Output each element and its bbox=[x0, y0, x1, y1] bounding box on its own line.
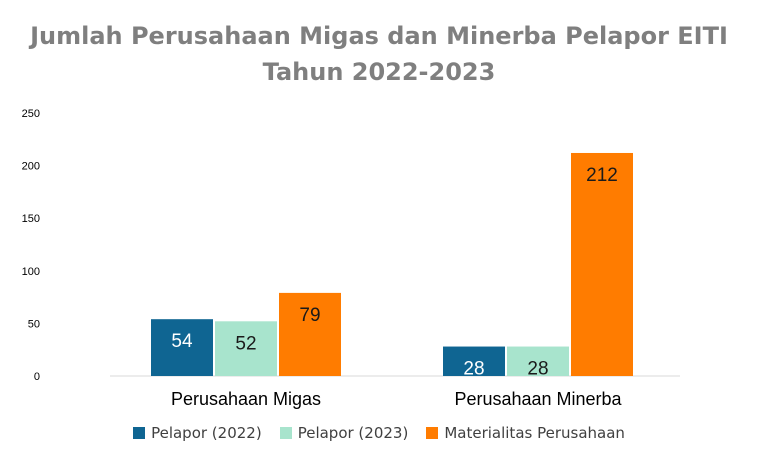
data-label: 54 bbox=[171, 331, 193, 352]
chart-title-line-2: Tahun 2022-2023 bbox=[262, 58, 496, 86]
legend-item-materialitas: Materialitas Perusahaan bbox=[426, 424, 625, 442]
bar bbox=[443, 346, 505, 376]
bar bbox=[151, 319, 213, 376]
data-label: 52 bbox=[235, 333, 256, 354]
legend-item-pelapor-2023: Pelapor (2023) bbox=[279, 424, 409, 442]
y-tick-label: 200 bbox=[22, 161, 40, 173]
chart-title: Jumlah Perusahaan Migas dan Minerba Pela… bbox=[0, 18, 758, 90]
legend-swatch-materialitas bbox=[426, 427, 439, 439]
legend-label-pelapor-2023: Pelapor (2023) bbox=[297, 424, 409, 442]
y-tick-label: 150 bbox=[22, 213, 40, 225]
data-label: 28 bbox=[527, 359, 548, 380]
y-tick-label: 50 bbox=[28, 318, 40, 330]
x-category-label: Perusahaan Migas bbox=[171, 389, 321, 409]
x-category-label: Perusahaan Minerba bbox=[454, 389, 622, 409]
legend-label-materialitas: Materialitas Perusahaan bbox=[444, 424, 625, 442]
legend: Pelapor (2022) Pelapor (2023) Materialit… bbox=[0, 424, 758, 442]
bar bbox=[279, 292, 341, 376]
data-label: 79 bbox=[299, 305, 320, 326]
y-tick-label: 250 bbox=[22, 108, 40, 120]
legend-label-pelapor-2022: Pelapor (2022) bbox=[151, 424, 262, 442]
bar bbox=[507, 346, 569, 376]
bar bbox=[215, 321, 277, 376]
legend-swatch-pelapor-2022 bbox=[133, 427, 146, 439]
data-label: 212 bbox=[586, 165, 618, 186]
y-tick-label: 0 bbox=[34, 371, 40, 383]
chart-title-line-1: Jumlah Perusahaan Migas dan Minerba Pela… bbox=[30, 22, 728, 50]
y-tick-label: 100 bbox=[22, 266, 40, 278]
bar bbox=[571, 152, 633, 376]
legend-swatch-pelapor-2023 bbox=[279, 427, 292, 439]
legend-item-pelapor-2022: Pelapor (2022) bbox=[133, 424, 262, 442]
data-label: 28 bbox=[463, 359, 484, 380]
